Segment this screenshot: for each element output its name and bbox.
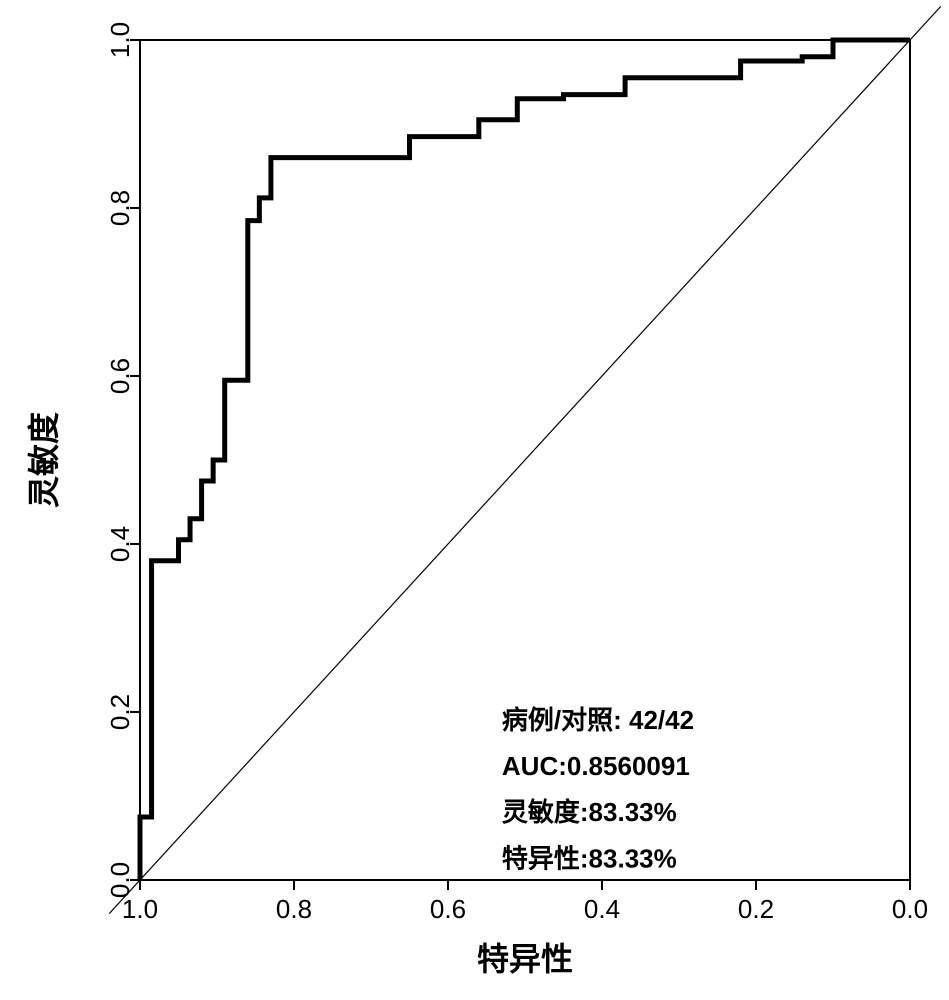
x-tick-label: 0.8 bbox=[276, 894, 312, 924]
x-tick-label: 0.6 bbox=[430, 894, 466, 924]
roc-chart-container: 1.00.80.60.40.20.00.00.20.40.60.81.0特异性灵… bbox=[0, 0, 949, 1000]
annotation-line: 特异性:83.33% bbox=[502, 843, 677, 873]
annotation-line: 病例/对照: 42/42 bbox=[502, 705, 694, 735]
annotation-line: AUC:0.8560091 bbox=[502, 751, 690, 781]
annotation-line: 灵敏度:83.33% bbox=[502, 797, 677, 827]
roc-chart-svg: 1.00.80.60.40.20.00.00.20.40.60.81.0特异性灵… bbox=[0, 0, 949, 1000]
y-tick-label: 0.8 bbox=[105, 190, 135, 226]
x-axis-label: 特异性 bbox=[477, 941, 573, 977]
y-tick-label: 0.4 bbox=[105, 526, 135, 562]
y-axis-label: 灵敏度 bbox=[26, 412, 62, 508]
x-tick-label: 0.2 bbox=[738, 894, 774, 924]
y-tick-label: 0.6 bbox=[105, 358, 135, 394]
y-tick-label: 1.0 bbox=[105, 22, 135, 58]
x-tick-label: 0.0 bbox=[892, 894, 928, 924]
x-tick-label: 0.4 bbox=[584, 894, 620, 924]
y-tick-label: 0.2 bbox=[105, 694, 135, 730]
y-tick-label: 0.0 bbox=[105, 862, 135, 898]
